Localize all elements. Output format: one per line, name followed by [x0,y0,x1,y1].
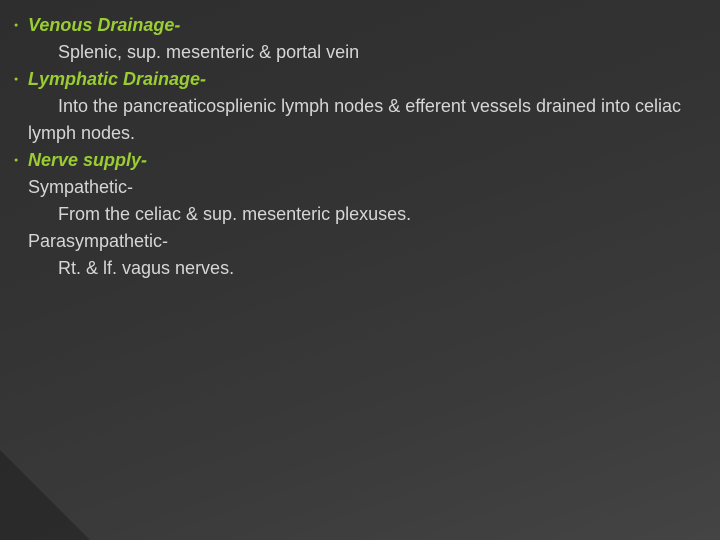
list-item: Rt. & lf. vagus nerves. [14,255,690,282]
list-item: Splenic, sup. mesenteric & portal vein [14,39,690,66]
heading-text: Nerve supply- [28,147,690,174]
bullet-icon: ● [14,12,28,39]
bullet-icon: ● [14,147,28,174]
heading-text: Lymphatic Drainage- [28,66,690,93]
list-item: Sympathetic- [14,174,690,201]
body-text: Rt. & lf. vagus nerves. [28,255,690,282]
bullet-icon: ● [14,66,28,93]
corner-accent [0,450,90,540]
list-item: From the celiac & sup. mesenteric plexus… [14,201,690,228]
body-text: Into the pancreaticosplienic lymph nodes… [28,93,690,147]
subheading-text: Parasympathetic- [28,228,690,255]
body-text: From the celiac & sup. mesenteric plexus… [28,201,690,228]
subheading-text: Sympathetic- [28,174,690,201]
list-item: ● Nerve supply- [14,147,690,174]
list-item: Parasympathetic- [14,228,690,255]
body-text: Splenic, sup. mesenteric & portal vein [28,39,690,66]
list-item: ● Lymphatic Drainage- [14,66,690,93]
heading-text: Venous Drainage- [28,12,690,39]
list-item: Into the pancreaticosplienic lymph nodes… [14,93,690,147]
list-item: ● Venous Drainage- [14,12,690,39]
slide-content: ● Venous Drainage- Splenic, sup. mesente… [0,0,720,282]
